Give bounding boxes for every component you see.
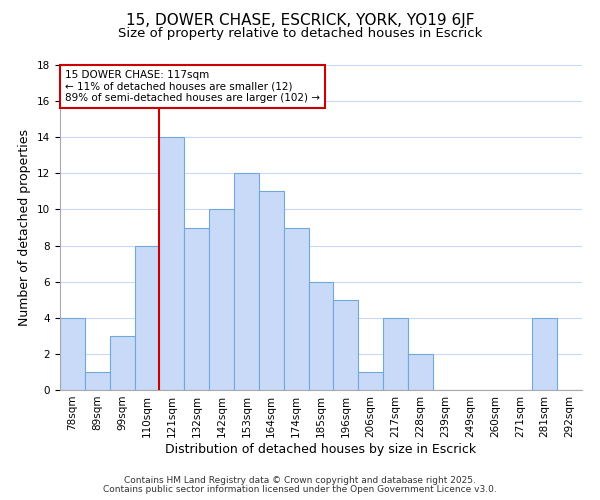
Text: 15, DOWER CHASE, ESCRICK, YORK, YO19 6JF: 15, DOWER CHASE, ESCRICK, YORK, YO19 6JF bbox=[126, 12, 474, 28]
Bar bbox=[60, 318, 85, 390]
Bar bbox=[358, 372, 383, 390]
Bar bbox=[284, 228, 308, 390]
Bar bbox=[184, 228, 209, 390]
Bar bbox=[308, 282, 334, 390]
Text: Size of property relative to detached houses in Escrick: Size of property relative to detached ho… bbox=[118, 28, 482, 40]
Bar bbox=[85, 372, 110, 390]
Bar bbox=[209, 210, 234, 390]
Bar bbox=[383, 318, 408, 390]
X-axis label: Distribution of detached houses by size in Escrick: Distribution of detached houses by size … bbox=[166, 442, 476, 456]
Text: Contains HM Land Registry data © Crown copyright and database right 2025.: Contains HM Land Registry data © Crown c… bbox=[124, 476, 476, 485]
Bar bbox=[134, 246, 160, 390]
Bar bbox=[110, 336, 134, 390]
Y-axis label: Number of detached properties: Number of detached properties bbox=[19, 129, 31, 326]
Bar bbox=[259, 192, 284, 390]
Bar bbox=[408, 354, 433, 390]
Bar bbox=[234, 174, 259, 390]
Text: 15 DOWER CHASE: 117sqm
← 11% of detached houses are smaller (12)
89% of semi-det: 15 DOWER CHASE: 117sqm ← 11% of detached… bbox=[65, 70, 320, 103]
Bar bbox=[334, 300, 358, 390]
Bar bbox=[532, 318, 557, 390]
Bar bbox=[160, 137, 184, 390]
Text: Contains public sector information licensed under the Open Government Licence v3: Contains public sector information licen… bbox=[103, 485, 497, 494]
